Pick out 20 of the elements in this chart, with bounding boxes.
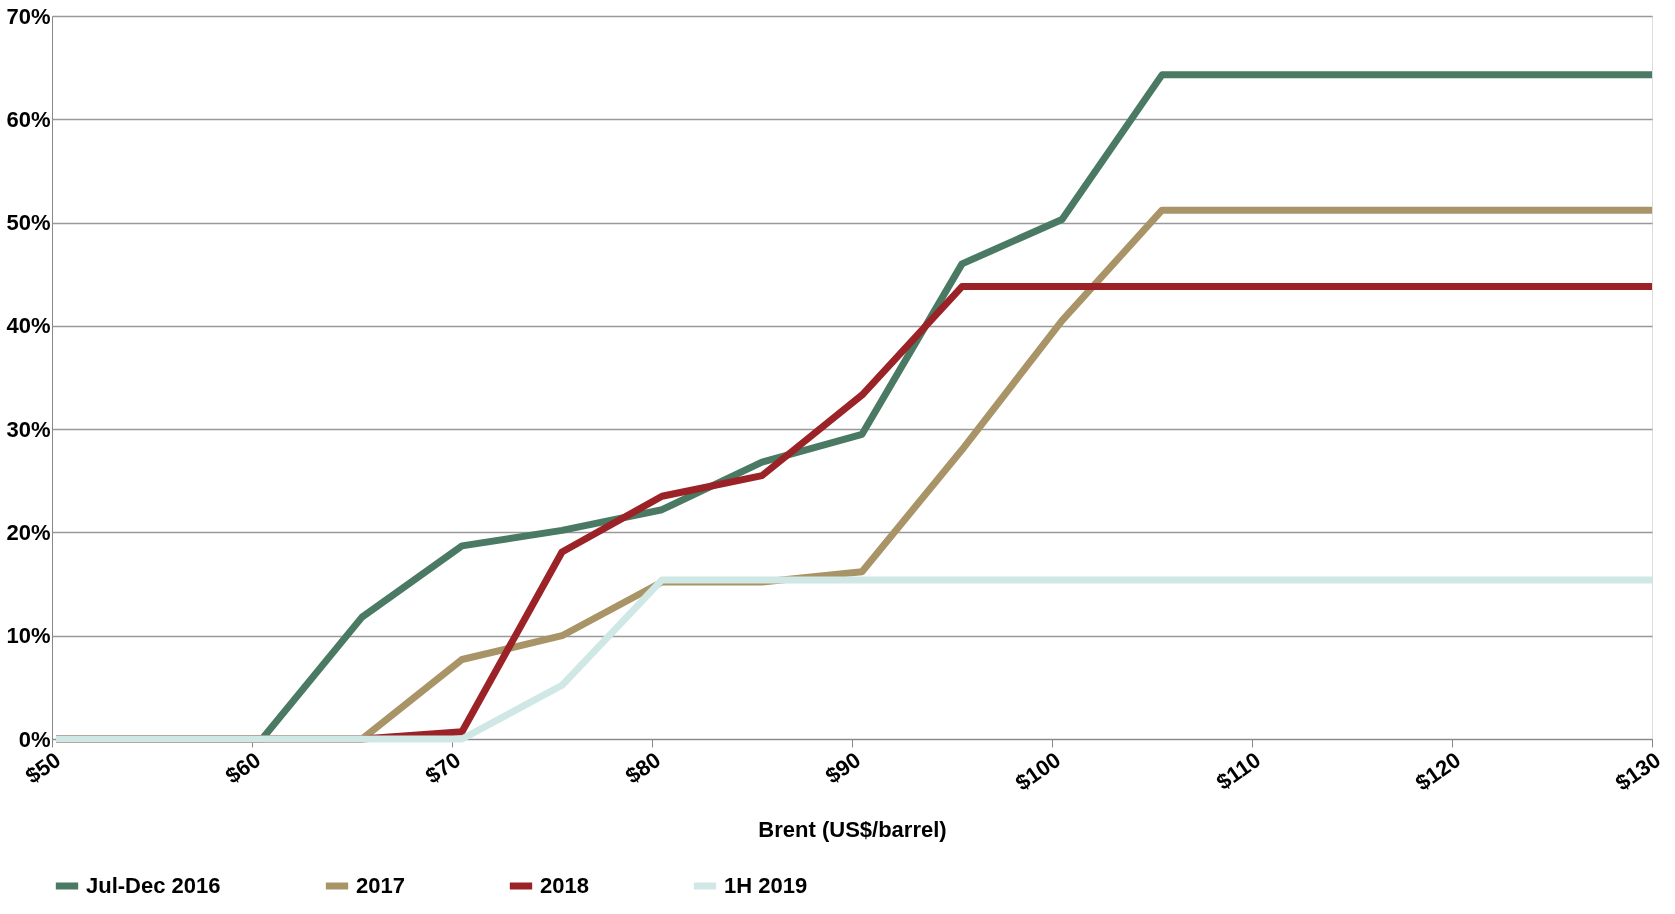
x-tick-label: $110: [1211, 747, 1266, 795]
y-tick-label: 50%: [6, 210, 51, 236]
y-tick-label: 70%: [6, 3, 51, 29]
x-tick-label: $70: [420, 747, 466, 789]
legend-label: 1H 2019: [724, 873, 808, 898]
x-tick-label: $120: [1410, 747, 1466, 796]
y-tick-label: 20%: [6, 519, 51, 545]
x-tick-label: $80: [620, 747, 666, 789]
legend-label: 2017: [356, 873, 405, 898]
x-tick-label: $60: [220, 747, 266, 789]
y-tick-label: 60%: [6, 106, 51, 132]
x-tick-label: $100: [1010, 747, 1066, 796]
x-tick-label: $90: [820, 747, 866, 789]
y-tick-label: 10%: [6, 623, 51, 649]
x-tick-label: $130: [1610, 747, 1666, 796]
x-axis-title: Brent (US$/barrel): [758, 816, 947, 842]
y-tick-label: 30%: [6, 416, 51, 442]
y-tick-label: 40%: [6, 313, 51, 339]
legend-label: 2018: [540, 873, 589, 898]
legend-label: Jul-Dec 2016: [86, 873, 221, 898]
